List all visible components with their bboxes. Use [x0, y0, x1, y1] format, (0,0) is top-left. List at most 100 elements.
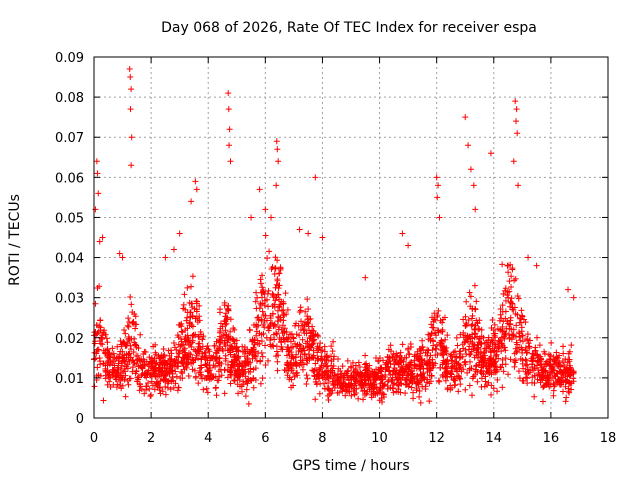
- data-point: [394, 376, 401, 383]
- data-point: [348, 382, 355, 389]
- data-point: [279, 330, 286, 337]
- data-point: [287, 331, 294, 338]
- data-point: [331, 372, 338, 379]
- data-point: [106, 371, 113, 378]
- data-point: [277, 264, 284, 271]
- data-point: [504, 292, 511, 299]
- data-point: [506, 335, 513, 342]
- data-point: [475, 326, 482, 333]
- data-point: [227, 380, 234, 387]
- data-point: [215, 368, 222, 375]
- data-point: [512, 345, 519, 352]
- data-point: [221, 341, 228, 348]
- data-point: [194, 319, 201, 326]
- data-point: [515, 182, 522, 189]
- data-point: [404, 372, 411, 379]
- data-point: [390, 351, 397, 358]
- data-point: [109, 345, 116, 352]
- data-point: [293, 351, 300, 358]
- data-point: [412, 380, 419, 387]
- data-point: [121, 327, 128, 334]
- data-point: [468, 348, 475, 355]
- data-point: [397, 349, 404, 356]
- data-point: [408, 384, 415, 391]
- data-point: [303, 355, 310, 362]
- data-point: [402, 390, 409, 397]
- data-point: [303, 321, 310, 328]
- data-point: [360, 382, 367, 389]
- data-point: [424, 352, 431, 359]
- y-tick-label: 0.05: [55, 211, 84, 226]
- data-point: [469, 321, 476, 328]
- data-point: [140, 361, 147, 368]
- data-point: [466, 382, 473, 389]
- data-point: [222, 355, 229, 362]
- data-point: [524, 349, 531, 356]
- data-point: [419, 383, 426, 390]
- data-point: [534, 376, 541, 383]
- data-point: [265, 357, 272, 364]
- data-point: [348, 392, 355, 399]
- data-point: [145, 379, 152, 386]
- data-point: [274, 257, 281, 264]
- data-point: [546, 383, 553, 390]
- data-point: [478, 375, 485, 382]
- data-point: [512, 333, 519, 340]
- data-point: [531, 380, 538, 387]
- data-point: [470, 345, 477, 352]
- data-point: [396, 369, 403, 376]
- data-point: [249, 337, 256, 344]
- data-point: [200, 386, 207, 393]
- data-point: [178, 328, 185, 335]
- data-point: [481, 345, 488, 352]
- data-point: [467, 303, 474, 310]
- data-point: [300, 327, 307, 334]
- data-point: [270, 343, 277, 350]
- data-point: [485, 343, 492, 350]
- data-point: [258, 349, 265, 356]
- data-point: [480, 349, 487, 356]
- data-point: [478, 339, 485, 346]
- data-point: [491, 359, 498, 366]
- data-point: [204, 342, 211, 349]
- data-point: [141, 372, 148, 379]
- data-point: [480, 359, 487, 366]
- data-point: [389, 355, 396, 362]
- data-point: [414, 348, 421, 355]
- data-point: [125, 350, 132, 357]
- data-point: [181, 291, 188, 298]
- data-point: [570, 294, 577, 301]
- data-point: [155, 353, 162, 360]
- data-point: [253, 289, 260, 296]
- data-point: [312, 396, 319, 403]
- data-point: [185, 373, 192, 380]
- data-point: [448, 365, 455, 372]
- data-point: [281, 367, 288, 374]
- data-point: [413, 387, 420, 394]
- data-point: [494, 376, 501, 383]
- data-point: [264, 255, 271, 262]
- data-point: [168, 347, 175, 354]
- data-point: [186, 319, 193, 326]
- data-point: [262, 361, 269, 368]
- data-point: [189, 312, 196, 319]
- data-point: [284, 362, 291, 369]
- y-tick-label: 0.07: [55, 131, 84, 146]
- data-point: [345, 367, 352, 374]
- data-point: [402, 381, 409, 388]
- data-point: [321, 343, 328, 350]
- data-point: [344, 357, 351, 364]
- data-point: [437, 317, 444, 324]
- data-point: [414, 355, 421, 362]
- data-point: [430, 338, 437, 345]
- data-point: [221, 390, 228, 397]
- data-point: [511, 350, 518, 357]
- data-point: [121, 340, 128, 347]
- data-point: [103, 335, 110, 342]
- data-point: [533, 262, 540, 269]
- x-tick-label: 8: [318, 431, 326, 446]
- data-point: [203, 354, 210, 361]
- data-point: [291, 373, 298, 380]
- data-point: [524, 331, 531, 338]
- data-point: [465, 317, 472, 324]
